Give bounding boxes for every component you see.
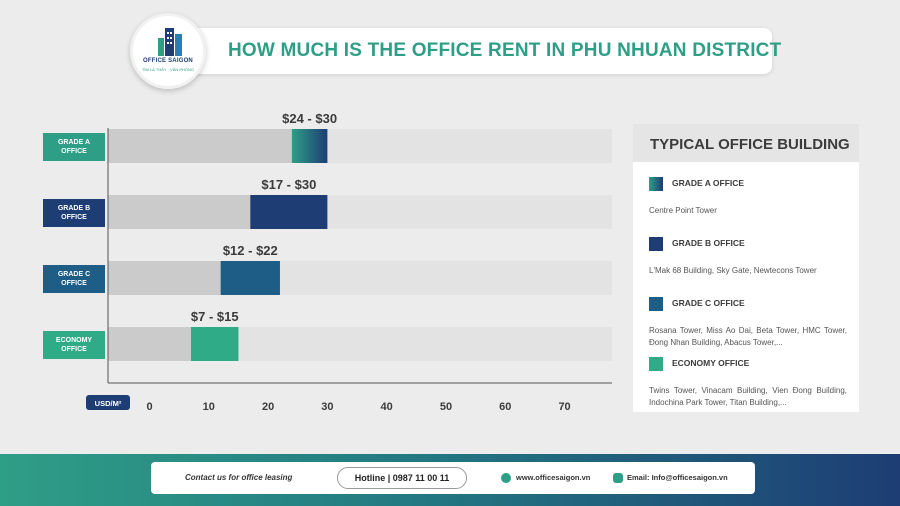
legend-item-desc: Centre Point Tower: [649, 206, 717, 215]
typical-building-panel: TYPICAL OFFICE BUILDING GRADE A OFFICE C…: [633, 124, 859, 412]
unit-badge: [86, 395, 130, 410]
data-label: $12 - $22: [223, 243, 278, 258]
x-tick-label: 70: [558, 401, 570, 413]
data-label: $17 - $30: [261, 177, 316, 192]
legend-item-name: ECONOMY OFFICE: [672, 358, 750, 368]
title-bar: HOW MUCH IS THE OFFICE RENT IN PHU NHUAN…: [168, 28, 781, 74]
globe-icon: [501, 473, 511, 483]
bar-range: [291, 129, 328, 163]
x-tick-label: 20: [262, 401, 274, 413]
legend-swatch: [649, 177, 663, 191]
logo-name: OFFICE SAIGON: [143, 58, 193, 64]
bar-base: [108, 261, 221, 295]
email-link[interactable]: Email: Info@officesaigon.vn: [627, 473, 728, 482]
data-label: $7 - $15: [191, 309, 239, 324]
building-icon: [158, 28, 182, 56]
legend-item-name: GRADE C OFFICE: [672, 298, 745, 308]
bar-base: [108, 129, 292, 163]
legend-item-name: GRADE A OFFICE: [672, 178, 745, 188]
x-tick-label: 50: [440, 401, 452, 413]
bar-base: [108, 195, 251, 229]
legend-item-name: GRADE B OFFICE: [672, 238, 745, 248]
category-label-grade-c: GRADE C OFFICE: [43, 265, 105, 293]
legend-swatch: [649, 297, 663, 311]
office-saigon-logo[interactable]: OFFICE SAIGON TÌM LÀ THẤY · VĂN PHÒNG: [130, 13, 206, 89]
bar-range: [220, 261, 280, 295]
data-label: $24 - $30: [282, 111, 337, 126]
legend-item-desc: Rosana Tower, Miss Ao Dai, Beta Tower, H…: [649, 326, 847, 347]
hotline-button[interactable]: Hotline | 0987 11 00 11: [337, 467, 467, 489]
legend-swatch: [649, 357, 663, 371]
page-title: HOW MUCH IS THE OFFICE RENT IN PHU NHUAN…: [228, 40, 782, 61]
x-tick-label: 60: [499, 401, 511, 413]
website-link[interactable]: www.officesaigon.vn: [516, 473, 591, 482]
bar-base: [108, 327, 192, 361]
logo-tagline: TÌM LÀ THẤY · VĂN PHÒNG: [141, 67, 195, 72]
contact-box: Contact us for office leasing Hotline | …: [151, 462, 755, 494]
legend-swatch: [649, 237, 663, 251]
unit-label: USD/M²: [95, 399, 122, 408]
category-label-economy: ECONOMY OFFICE: [43, 331, 105, 359]
bar-range: [250, 195, 328, 229]
legend-item-desc: L'Mak 68 Building, Sky Gate, Newtecons T…: [649, 266, 817, 275]
panel-title: TYPICAL OFFICE BUILDING: [633, 124, 859, 162]
category-label-grade-b: GRADE B OFFICE: [43, 199, 105, 227]
footer-band: Contact us for office leasing Hotline | …: [0, 454, 900, 506]
category-label-grade-a: GRADE A OFFICE: [43, 133, 105, 161]
mail-icon: [613, 473, 623, 483]
contact-text: Contact us for office leasing: [185, 473, 293, 482]
bar-range: [191, 327, 239, 361]
x-tick-label: 0: [146, 401, 152, 413]
legend-item-desc: Twins Tower, Vinacam Building, Vien Đong…: [649, 386, 847, 407]
x-tick-label: 40: [381, 401, 393, 413]
x-tick-label: 30: [321, 401, 333, 413]
x-tick-label: 10: [203, 401, 215, 413]
